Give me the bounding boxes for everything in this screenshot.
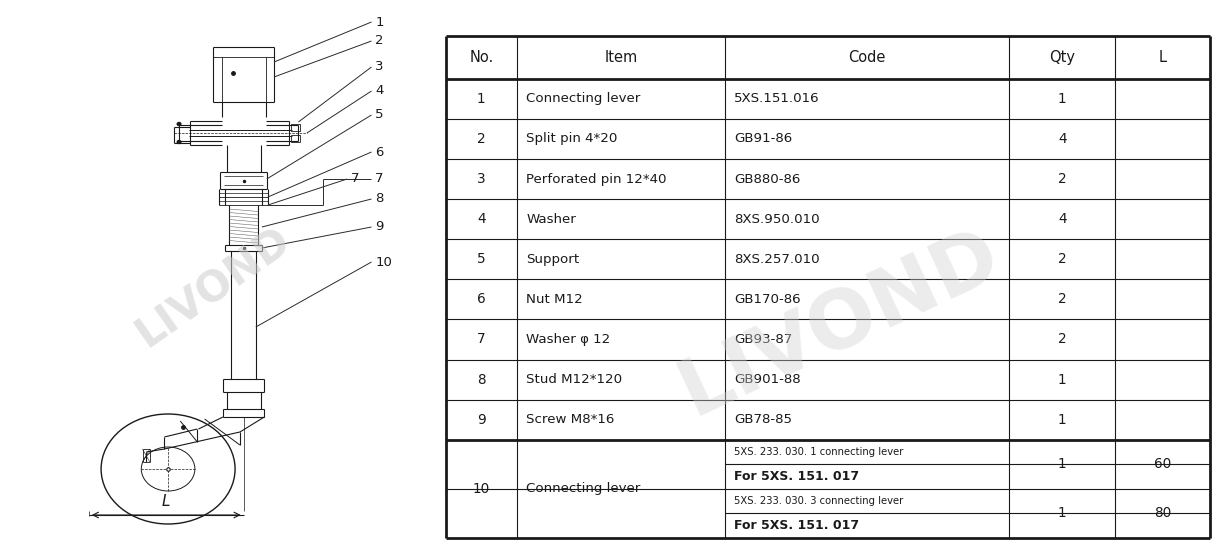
Text: 1: 1 bbox=[477, 92, 486, 106]
Text: LIVOND: LIVOND bbox=[667, 215, 1012, 431]
Text: 1: 1 bbox=[1058, 457, 1067, 471]
Text: 5XS. 233. 030. 1 connecting lever: 5XS. 233. 030. 1 connecting lever bbox=[734, 447, 904, 457]
Text: For 5XS. 151. 017: For 5XS. 151. 017 bbox=[734, 519, 860, 532]
Text: 4: 4 bbox=[477, 212, 486, 226]
Text: LIVOND: LIVOND bbox=[128, 218, 298, 355]
Circle shape bbox=[178, 140, 181, 144]
Text: 1: 1 bbox=[1058, 92, 1067, 106]
Text: 4: 4 bbox=[1058, 212, 1067, 226]
Text: GB880-86: GB880-86 bbox=[734, 173, 800, 185]
Text: 1: 1 bbox=[375, 16, 384, 28]
Bar bbox=[291, 135, 300, 142]
Text: L: L bbox=[1158, 50, 1167, 65]
Text: GB78-85: GB78-85 bbox=[734, 413, 792, 426]
Text: 9: 9 bbox=[375, 221, 384, 233]
Text: 5XS. 233. 030. 3 connecting lever: 5XS. 233. 030. 3 connecting lever bbox=[734, 496, 904, 506]
Text: Split pin 4*20: Split pin 4*20 bbox=[526, 133, 618, 145]
Text: 5XS.151.016: 5XS.151.016 bbox=[734, 92, 820, 105]
Text: 7: 7 bbox=[477, 333, 486, 346]
Text: 10: 10 bbox=[473, 482, 490, 496]
Text: 60: 60 bbox=[1155, 457, 1172, 471]
Text: 4: 4 bbox=[1058, 132, 1067, 146]
Text: Code: Code bbox=[848, 50, 885, 65]
Text: Stud M12*120: Stud M12*120 bbox=[526, 373, 622, 386]
Text: 1: 1 bbox=[1058, 506, 1067, 520]
Text: 7: 7 bbox=[375, 173, 384, 185]
Text: 1: 1 bbox=[1058, 373, 1067, 387]
Text: 2: 2 bbox=[1058, 333, 1067, 346]
Text: GB901-88: GB901-88 bbox=[734, 373, 800, 386]
Text: 5: 5 bbox=[477, 252, 486, 266]
Text: Connecting lever: Connecting lever bbox=[526, 92, 641, 105]
Text: 8XS.950.010: 8XS.950.010 bbox=[734, 213, 820, 226]
Text: 6: 6 bbox=[375, 145, 384, 159]
Text: 80: 80 bbox=[1155, 506, 1172, 520]
Text: 3: 3 bbox=[477, 172, 486, 186]
Text: Connecting lever: Connecting lever bbox=[526, 482, 641, 495]
Text: 4: 4 bbox=[375, 85, 384, 97]
Circle shape bbox=[178, 123, 181, 125]
Text: 2: 2 bbox=[1058, 252, 1067, 266]
Text: GB91-86: GB91-86 bbox=[734, 133, 793, 145]
Bar bbox=[291, 124, 300, 131]
Text: 3: 3 bbox=[375, 61, 384, 74]
Text: GB170-86: GB170-86 bbox=[734, 293, 800, 306]
Text: No.: No. bbox=[469, 50, 493, 65]
Text: 2: 2 bbox=[477, 132, 486, 146]
Text: Washer φ 12: Washer φ 12 bbox=[526, 333, 610, 346]
Text: 2: 2 bbox=[1058, 292, 1067, 306]
Text: Screw M8*16: Screw M8*16 bbox=[526, 413, 615, 426]
Text: L: L bbox=[162, 494, 171, 509]
Text: 5: 5 bbox=[375, 109, 384, 121]
Text: For 5XS. 151. 017: For 5XS. 151. 017 bbox=[734, 470, 860, 483]
Text: 1: 1 bbox=[1058, 413, 1067, 427]
Text: 8: 8 bbox=[477, 373, 486, 387]
Text: 10: 10 bbox=[375, 256, 392, 268]
Text: GB93-87: GB93-87 bbox=[734, 333, 793, 346]
Text: Washer: Washer bbox=[526, 213, 576, 226]
Text: 8XS.257.010: 8XS.257.010 bbox=[734, 253, 820, 266]
Text: 8: 8 bbox=[375, 193, 384, 206]
Text: 2: 2 bbox=[375, 35, 384, 47]
Text: Nut M12: Nut M12 bbox=[526, 293, 583, 306]
Text: Item: Item bbox=[604, 50, 637, 65]
Text: Support: Support bbox=[526, 253, 580, 266]
Text: 2: 2 bbox=[1058, 172, 1067, 186]
Text: 7: 7 bbox=[351, 173, 359, 185]
Text: Qty: Qty bbox=[1049, 50, 1075, 65]
Text: Perforated pin 12*40: Perforated pin 12*40 bbox=[526, 173, 666, 185]
Text: 9: 9 bbox=[477, 413, 486, 427]
Text: 6: 6 bbox=[477, 292, 486, 306]
